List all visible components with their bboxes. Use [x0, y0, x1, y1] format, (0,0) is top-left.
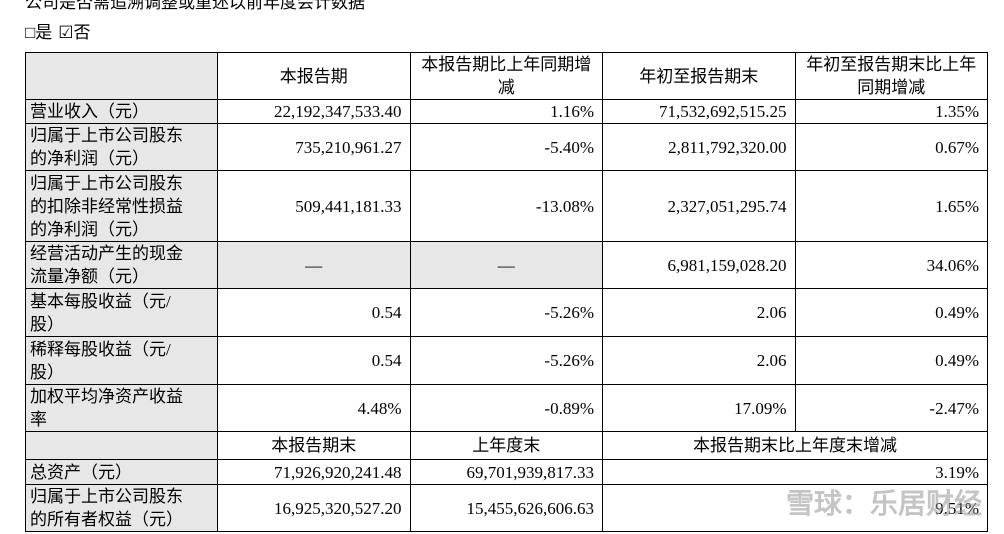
row-label: 加权平均净资产收益率 [30, 387, 183, 429]
column-header: 本报告期 [217, 52, 411, 100]
value-cell: 1.35% [794, 99, 988, 124]
table-row: 稀释每股收益（元/股） 0.54 -5.26% 2.06 0.49% [25, 336, 988, 385]
value-cell: 69,701,939,817.33 [409, 459, 603, 485]
watermark: 雪球：乐居财经 [785, 487, 982, 520]
table-row: 归属于上市公司股东的所有者权益（元） 16,925,320,527.20 15,45… [25, 484, 988, 532]
row-label-cell: 归属于上市公司股东的扣除非经常性损益的净利润（元） [25, 170, 218, 242]
table-row: 基本每股收益（元/股） 0.54 -5.26% 2.06 0.49% [25, 288, 988, 337]
value-cell: -5.26% [409, 336, 603, 385]
column-header: 年初至报告期末比上年同期增减 [794, 52, 988, 100]
row-label: 归属于上市公司股东的所有者权益（元） [30, 487, 183, 529]
value-cell: 3.19% [602, 459, 988, 485]
row-label: 营业收入（元） [30, 102, 149, 121]
value-cell: -5.26% [409, 288, 603, 337]
value-cell: -5.40% [409, 123, 603, 171]
value-cell: -0.89% [409, 384, 603, 432]
row-label-cell: 总资产（元） [25, 459, 218, 485]
table-row: 总资产（元） 71,926,920,241.48 69,701,939,817.33… [25, 459, 988, 485]
column-header: 年初至报告期末 [602, 52, 796, 100]
value-cell: — [409, 241, 603, 289]
value-cell: 6,981,159,028.20 [602, 241, 796, 289]
row-label-cell: 归属于上市公司股东的所有者权益（元） [25, 484, 218, 532]
corner-cell [25, 431, 218, 460]
value-cell: 0.54 [217, 336, 411, 385]
row-label: 归属于上市公司股东的扣除非经常性损益的净利润（元） [30, 173, 183, 239]
value-cell: 1.16% [409, 99, 603, 124]
column-header: 本报告期比上年同期增减 [409, 52, 603, 100]
table-row: 归属于上市公司股东的扣除非经常性损益的净利润（元） 509,441,181.33-… [25, 170, 988, 242]
value-cell: 2,327,051,295.74 [602, 170, 796, 242]
row-label: 基本每股收益（元/股） [30, 291, 171, 334]
value-cell: 2.06 [602, 336, 796, 385]
section-title: 公司是否需追溯调整或重述以前年度会计数据 [25, 0, 365, 12]
option: □是 [25, 23, 53, 42]
table-row: 经营活动产生的现金流量净额（元） — —6,981,159,028.20 34.06% [25, 241, 988, 289]
value-cell: 2,811,792,320.00 [602, 123, 796, 171]
value-cell: 0.54 [217, 288, 411, 337]
value-cell: 22,192,347,533.40 [217, 99, 411, 124]
value-cell: 71,926,920,241.48 [217, 459, 411, 485]
row-label-cell: 稀释每股收益（元/股） [25, 336, 218, 385]
value-cell: 16,925,320,527.20 [217, 484, 411, 532]
column-header: 上年度末 [409, 431, 603, 460]
value-cell: 0.49% [794, 288, 988, 337]
column-header: 本报告期末 [217, 431, 411, 460]
row-label: 稀释每股收益（元/股） [30, 339, 171, 382]
corner-cell [25, 52, 218, 100]
data-table: 本报告期 本报告期比上年同期增减 年初至报告期末 年初至报告期末比上年同期增减 营业收入… [25, 52, 988, 532]
table-row: 本报告期末 上年度末 本报告期末比上年度末增减 [25, 431, 988, 460]
row-label-cell: 基本每股收益（元/股） [25, 288, 218, 337]
value-cell: 509,441,181.33 [217, 170, 411, 242]
value-cell: — [217, 241, 411, 289]
row-label: 总资产（元） [30, 462, 132, 482]
value-cell: 2.06 [602, 288, 796, 337]
row-label-cell: 经营活动产生的现金流量净额（元） [25, 241, 218, 289]
table-row: 营业收入（元） 22,192,347,533.40 1.16% 71,532,692,… [25, 99, 988, 124]
value-cell: -2.47% [794, 384, 988, 432]
value-cell: 34.06% [794, 241, 988, 289]
table-row: 加权平均净资产收益率 4.48% -0.89% 17.09% -2.47% [25, 384, 988, 432]
option: ☑否 [58, 23, 91, 42]
table-row: 本报告期 本报告期比上年同期增减 年初至报告期末 年初至报告期末比上年同期增减 [25, 52, 988, 100]
row-label-cell: 归属于上市公司股东的净利润（元） [25, 123, 218, 171]
value-cell: 71,532,692,515.25 [602, 99, 796, 124]
value-cell: -13.08% [409, 170, 603, 242]
value-cell: 15,455,626,606.63 [409, 484, 603, 532]
options: □是 ☑否 [25, 18, 97, 43]
row-label-cell: 营业收入（元） [25, 99, 218, 124]
value-cell: 0.67% [794, 123, 988, 171]
value-cell: 0.49% [794, 336, 988, 385]
row-label: 归属于上市公司股东的净利润（元） [30, 126, 183, 168]
table-row: 归属于上市公司股东的净利润（元） 735,210,961.27 -5.40% 2,81… [25, 123, 988, 171]
value-cell: 9.51% [602, 484, 988, 532]
row-label: 经营活动产生的现金流量净额（元） [30, 244, 183, 286]
column-header: 本报告期末比上年度末增减 [602, 431, 988, 460]
value-cell: 735,210,961.27 [217, 123, 411, 171]
value-cell: 4.48% [217, 384, 411, 432]
row-label-cell: 加权平均净资产收益率 [25, 384, 218, 432]
value-cell: 1.65% [794, 170, 988, 242]
value-cell: 17.09% [602, 384, 796, 432]
